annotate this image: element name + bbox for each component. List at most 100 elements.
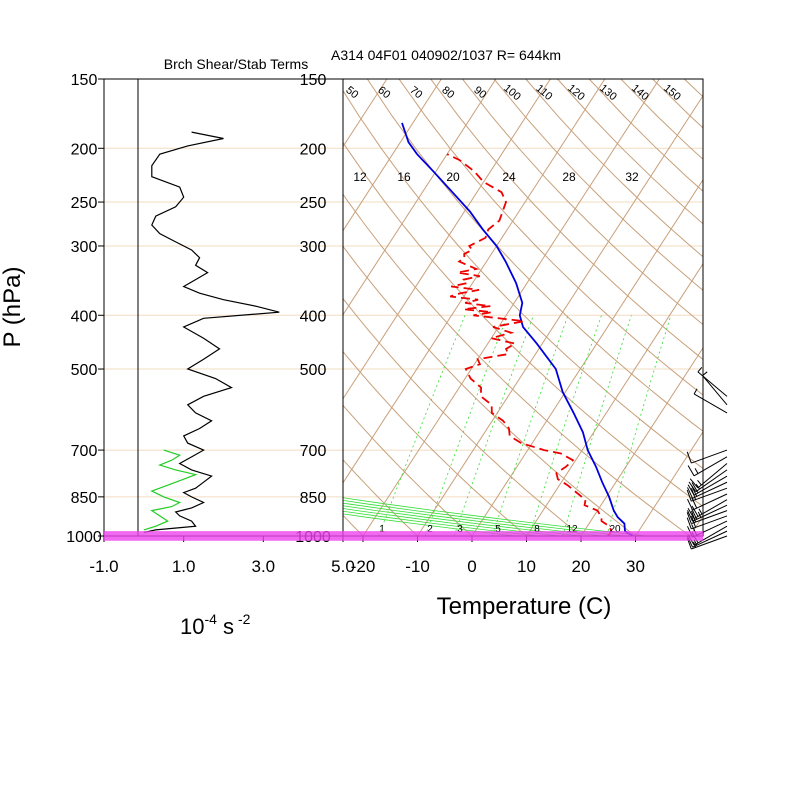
wind-barb-half-flag xyxy=(702,371,708,377)
dry-adiabat-line xyxy=(343,193,691,536)
isotherm-line xyxy=(362,79,660,536)
temp-x-tick-label: -10 xyxy=(405,557,430,576)
wind-barb-staff xyxy=(692,493,728,511)
dry-adiabat-line xyxy=(343,404,473,536)
wind-barb-staff xyxy=(693,456,728,477)
wind-barb-staff xyxy=(697,463,728,489)
left-axis-ticks: -1.0 1.0 3.0 5.0 xyxy=(89,536,355,576)
dry-adiabat-line xyxy=(493,79,703,291)
pressure-tick-label: 200 xyxy=(71,141,98,158)
left-x-tick-label: 5.0 xyxy=(331,557,355,576)
dry-adiabat-line xyxy=(343,297,582,536)
wind-barb xyxy=(687,493,728,511)
mixing-ratio-label: 8 xyxy=(534,524,540,535)
wind-barb-flag xyxy=(689,478,699,489)
pressure-tick-label: 250 xyxy=(71,195,98,212)
wind-barb xyxy=(687,499,728,520)
mixing-ratio-label: 5 xyxy=(495,524,501,535)
wind-barb-staff xyxy=(692,530,728,548)
wind-barb-flag xyxy=(686,489,692,502)
pressure-tick-label: 700 xyxy=(300,443,327,460)
isotherm-line xyxy=(343,79,442,232)
wind-barb-half-flag xyxy=(697,366,703,373)
left-x-tick-label: 1.0 xyxy=(172,557,196,576)
wind-barb-staff xyxy=(693,475,728,496)
pressure-tick-label: 300 xyxy=(71,239,98,256)
dry-adiabat-line xyxy=(525,79,703,258)
wind-barb-flag xyxy=(687,508,695,519)
wind-barb xyxy=(687,504,728,522)
dewpoint-profile-line xyxy=(446,153,613,536)
mixing-ratio-label: 2 xyxy=(427,524,433,535)
temp-x-tick-label: 30 xyxy=(626,557,645,576)
wind-barb xyxy=(686,449,728,464)
mixing-ratio-label: 1 xyxy=(379,524,385,535)
wind-barb-half-flag xyxy=(697,480,702,486)
wind-barb-flag xyxy=(687,484,695,496)
pressure-tick-label: 400 xyxy=(71,308,98,325)
wind-barb-staff xyxy=(691,487,728,502)
pressure-tick-label: 300 xyxy=(300,239,327,256)
wind-barb-half-flag xyxy=(698,508,703,515)
mixing-ratio-line xyxy=(528,315,602,536)
wind-barb-staff xyxy=(692,504,728,522)
left-x-label-unit-exp: -2 xyxy=(238,611,251,627)
wind-barb xyxy=(686,515,728,530)
wind-barb-flag xyxy=(687,498,694,511)
pressure-highlight-band xyxy=(104,531,703,541)
wind-barb-staff xyxy=(691,449,728,464)
wind-barb-half-flag xyxy=(694,468,699,474)
pressure-tick-label: 1000 xyxy=(66,529,102,546)
dry-adiabat-line xyxy=(462,79,703,326)
wind-barb xyxy=(702,371,728,406)
isotherm-line xyxy=(471,178,703,536)
moist-adiabat-label: 12 xyxy=(353,170,367,184)
wind-barb-flag xyxy=(687,465,695,477)
left-x-axis-label: 10-4 s -2 xyxy=(180,611,251,639)
wind-barb-flag xyxy=(688,481,697,492)
skewt-series-group xyxy=(401,122,634,536)
wind-barb-staff xyxy=(691,515,728,530)
pressure-tick-label: 150 xyxy=(71,72,98,89)
wind-barb-half-flag xyxy=(697,511,702,518)
pressure-tick-label: 850 xyxy=(300,490,327,507)
left-x-label-base: 10 xyxy=(180,614,204,639)
moist-adiabat-line xyxy=(343,497,647,536)
isotherm-line xyxy=(343,79,551,400)
pressure-tick-label: 850 xyxy=(71,490,98,507)
wind-barb-flag xyxy=(687,487,694,499)
wind-barb-flag xyxy=(686,517,692,530)
moist-adiabat-label: 32 xyxy=(625,170,639,184)
left-x-label-unit: s xyxy=(223,614,234,639)
stability-line xyxy=(143,449,198,531)
wind-barbs xyxy=(686,366,728,550)
wind-barb-staff xyxy=(691,535,728,550)
wind-barb xyxy=(688,469,728,493)
dry-adiabat-line xyxy=(343,141,703,508)
mixing-ratio-line xyxy=(562,315,632,536)
shear-line xyxy=(143,131,280,533)
isotherm-line xyxy=(343,79,606,484)
dry-adiabat-line xyxy=(343,89,703,470)
mixing-ratio-line xyxy=(491,315,569,536)
wind-barb-half-flag xyxy=(695,483,701,490)
wind-barb-flag xyxy=(691,505,699,517)
temp-x-tick-label: -20 xyxy=(351,557,376,576)
wind-barb-staff xyxy=(692,481,728,499)
dry-adiabat-line xyxy=(430,79,703,361)
mixing-ratio-label: 3 xyxy=(457,524,463,535)
dry-adiabat-line xyxy=(398,79,703,396)
wind-barb-flag xyxy=(691,497,698,509)
pressure-tick-label: 250 xyxy=(300,195,327,212)
moist-adiabat-label: 24 xyxy=(502,170,516,184)
wind-barb xyxy=(689,463,728,489)
sounding-title: A314 04F01 040902/1037 R= 644km xyxy=(331,47,561,63)
dry-adiabat-line xyxy=(343,350,527,536)
pressure-labels-left: 150 200 250 300 400 500 700 850 1000 xyxy=(66,72,104,546)
wind-barb-staff xyxy=(695,469,728,493)
dry-adiabat-line xyxy=(343,459,418,536)
dry-adiabat-line xyxy=(343,245,636,536)
wind-barb-staff xyxy=(691,510,728,525)
mixing-ratio-line xyxy=(453,315,534,536)
mixing-ratio-line xyxy=(424,315,508,536)
